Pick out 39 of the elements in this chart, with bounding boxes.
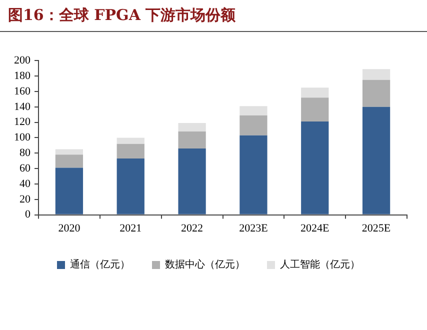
x-tick-label: 2020 — [58, 222, 81, 234]
bar — [116, 144, 144, 159]
y-tick-label: 120 — [14, 116, 31, 128]
bar — [178, 148, 206, 214]
y-tick-label: 180 — [14, 70, 31, 82]
legend-label: 人工智能（亿元） — [280, 258, 360, 271]
x-tick-label: 2024E — [300, 222, 330, 234]
x-tick-label: 2022 — [181, 222, 204, 234]
bar — [362, 106, 390, 214]
chart-title: 图16：全球 FPGA 下游市场份额 — [0, 0, 427, 32]
bar — [301, 122, 329, 214]
x-tick-label: 2025E — [362, 222, 391, 234]
legend-label: 通信（亿元） — [70, 258, 130, 271]
y-tick-label: 140 — [14, 100, 31, 113]
bar — [301, 88, 329, 98]
bar — [362, 80, 390, 107]
y-tick-label: 100 — [14, 132, 31, 144]
bar — [116, 138, 144, 144]
y-tick-label: 20 — [20, 193, 31, 206]
bar — [362, 69, 390, 80]
legend-label: 数据中心（亿元） — [165, 258, 245, 271]
bar — [301, 98, 329, 122]
y-tick-label: 160 — [14, 85, 31, 98]
bar — [55, 168, 84, 214]
bar — [240, 135, 268, 214]
bar — [178, 123, 206, 132]
x-tick-label: 2023E — [239, 222, 268, 234]
y-tick-label: 40 — [20, 178, 31, 190]
x-tick-label: 2021 — [120, 222, 142, 234]
y-tick-label: 60 — [20, 162, 31, 174]
y-tick-label: 0 — [25, 208, 31, 221]
bar — [240, 106, 268, 116]
bar — [178, 132, 206, 148]
bar — [240, 115, 268, 136]
y-tick-label: 200 — [14, 54, 31, 66]
y-tick-label: 80 — [20, 147, 31, 160]
bar — [116, 158, 144, 214]
bar — [55, 154, 84, 168]
bar — [55, 149, 84, 155]
